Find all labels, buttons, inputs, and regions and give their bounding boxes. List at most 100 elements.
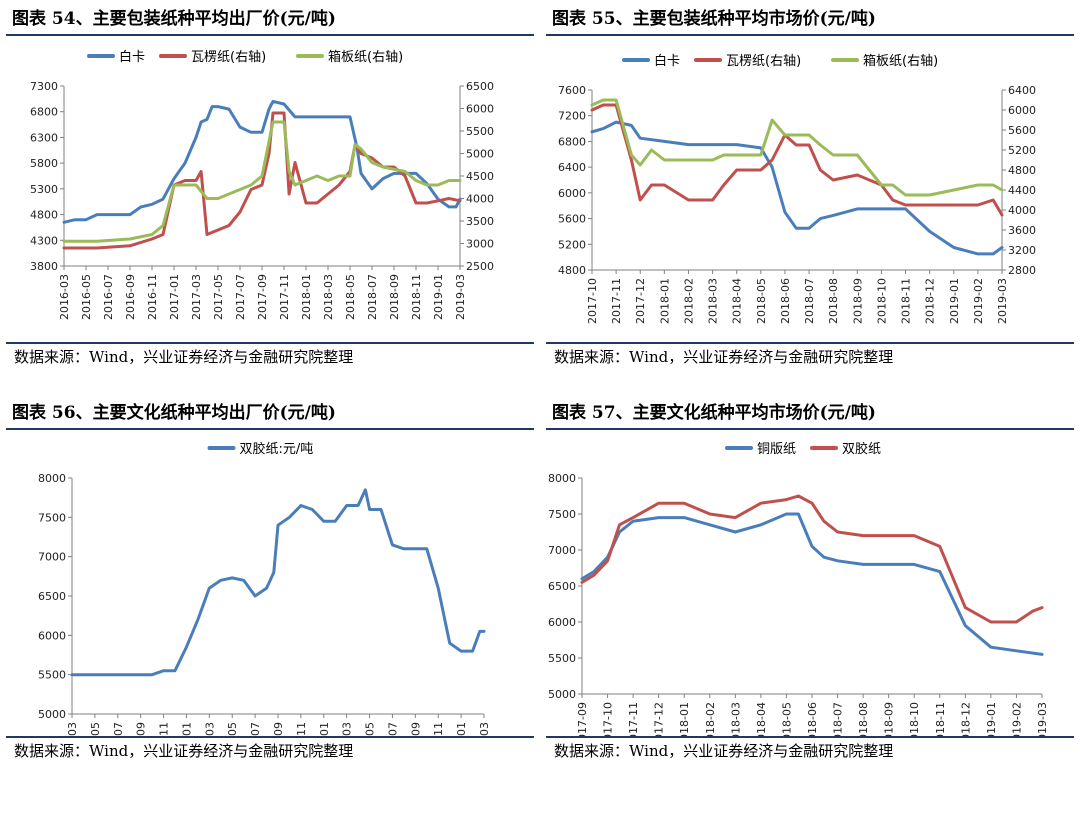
x-tick-label: 2017-01: [180, 722, 193, 736]
x-tick-label: 2017-03: [190, 274, 203, 320]
x-tick-label: 2018-11: [900, 278, 913, 324]
y-tick-label: 7000: [548, 544, 576, 557]
x-tick-label: 2018-07: [803, 278, 816, 324]
x-tick-label: 2017-03: [203, 722, 216, 736]
x-tick-label: 2016-11: [158, 722, 171, 736]
x-tick-label: 2019-01: [948, 278, 961, 324]
x-tick-label: 2018-09: [851, 278, 864, 324]
y2-tick-label: 6000: [466, 103, 494, 116]
x-tick-label: 2018-06: [779, 278, 792, 324]
x-tick-label: 2018-05: [780, 702, 793, 736]
panel-title: 图表 54、主要包装纸种平均出厂价(元/吨): [12, 9, 336, 29]
y-tick-label: 5300: [30, 183, 58, 196]
y-tick-label: 6000: [548, 616, 576, 629]
y-tick-label: 4800: [558, 264, 586, 277]
y-tick-label: 6800: [558, 135, 586, 148]
title-rule: [546, 34, 1074, 36]
x-tick-label: 2017-10: [602, 702, 615, 736]
series-line-1: [62, 99, 462, 224]
y2-tick-label: 4000: [1008, 204, 1036, 217]
y-tick-label: 8000: [38, 472, 66, 485]
x-tick-label: 2018-01: [300, 274, 313, 320]
x-tick-label: 2018-11: [432, 722, 445, 736]
x-tick-label: 2019-01: [455, 722, 468, 736]
y2-tick-label: 4400: [1008, 184, 1036, 197]
x-tick-label: 2018-10: [908, 702, 921, 736]
x-tick-label: 2018-05: [364, 722, 377, 736]
y-tick-label: 7500: [38, 511, 66, 524]
y2-tick-label: 6000: [1008, 104, 1036, 117]
x-tick-label: 2018-03: [707, 278, 720, 324]
x-tick-label: 2019-02: [1010, 702, 1023, 736]
source-rule: [546, 736, 1074, 738]
x-tick-label: 2018-09: [388, 274, 401, 320]
x-tick-label: 2018-07: [366, 274, 379, 320]
source-rule: [546, 342, 1074, 344]
x-tick-label: 2019-01: [985, 702, 998, 736]
x-tick-label: 2018-11: [934, 702, 947, 736]
chart-panel-3: 图表 56、主要文化纸种平均出厂价(元/吨) 5000 5500 6000 6500 7…: [6, 400, 534, 770]
x-tick-label: 2017-11: [610, 278, 623, 324]
source-note: 数据来源：Wind，兴业证券经济与金融研究院整理: [554, 742, 894, 760]
x-tick-label: 2017-09: [576, 702, 589, 736]
source-rule: [6, 342, 534, 344]
x-tick-label: 2018-09: [883, 702, 896, 736]
x-tick-label: 2017-01: [168, 274, 181, 320]
title-rule: [546, 428, 1074, 430]
x-tick-label: 2018-05: [344, 274, 357, 320]
x-tick-label: 2017-05: [226, 722, 239, 736]
legend-label: 白卡: [119, 49, 145, 65]
y-tick-label: 5500: [38, 669, 66, 682]
x-tick-label: 2016-11: [146, 274, 159, 320]
y-tick-label: 6800: [30, 106, 58, 119]
x-tick-label: 2018-04: [731, 278, 744, 324]
x-tick-label: 2018-07: [832, 702, 845, 736]
y2-tick-label: 3600: [1008, 224, 1036, 237]
x-tick-label: 2016-03: [66, 722, 79, 736]
y-tick-label: 5600: [558, 213, 586, 226]
series-line-2: [580, 494, 1044, 624]
x-tick-label: 2019-03: [478, 722, 491, 736]
series-line-3: [62, 120, 462, 243]
y2-tick-label: 5500: [466, 125, 494, 138]
y2-tick-label: 4000: [466, 193, 494, 206]
x-tick-label: 2019-01: [432, 274, 445, 320]
y-tick-label: 7200: [558, 110, 586, 123]
x-tick-label: 2016-09: [135, 722, 148, 736]
x-tick-label: 2018-06: [806, 702, 819, 736]
chart-panel-2: 图表 55、主要包装纸种平均市场价(元/吨) 4800 5200 5600 6000 6…: [546, 6, 1074, 376]
source-note: 数据来源：Wind，兴业证券经济与金融研究院整理: [14, 348, 354, 366]
y-tick-label: 6000: [38, 629, 66, 642]
y2-tick-label: 6400: [1008, 84, 1036, 97]
x-tick-label: 2018-04: [755, 702, 768, 736]
source-note: 数据来源：Wind，兴业证券经济与金融研究院整理: [14, 742, 354, 760]
x-tick-label: 2017-07: [249, 722, 262, 736]
x-tick-label: 2017-05: [212, 274, 225, 320]
x-tick-label: 2017-11: [627, 702, 640, 736]
x-tick-label: 2018-03: [322, 274, 335, 320]
x-tick-label: 2017-09: [256, 274, 269, 320]
line-chart: 4800 5200 5600 6000 6400 6800 7200 7600 2800 3200…: [558, 53, 1036, 324]
y-tick-label: 5000: [38, 708, 66, 721]
title-rule: [6, 428, 534, 430]
x-tick-label: 2017-11: [278, 274, 291, 320]
title-rule: [6, 34, 534, 36]
y2-tick-label: 5200: [1008, 144, 1036, 157]
y-tick-label: 6300: [30, 131, 58, 144]
y2-tick-label: 4800: [1008, 164, 1036, 177]
series-line-3: [590, 98, 1004, 197]
x-tick-label: 2017-11: [295, 722, 308, 736]
x-tick-label: 2017-12: [634, 278, 647, 324]
x-tick-label: 2018-01: [318, 722, 331, 736]
y-tick-label: 4300: [30, 234, 58, 247]
x-tick-label: 2016-05: [80, 274, 93, 320]
x-tick-label: 2016-09: [124, 274, 137, 320]
x-tick-label: 2016-05: [89, 722, 102, 736]
y2-tick-label: 4500: [466, 170, 494, 183]
y-tick-label: 7300: [30, 80, 58, 93]
chart-panel-1: 图表 54、主要包装纸种平均出厂价(元/吨) 3800 4300 4800 5300 5…: [6, 6, 534, 376]
x-tick-label: 2019-03: [1036, 702, 1049, 736]
line-chart: 3800 4300 4800 5300 5800 6300 6800 7300 2500 3000…: [30, 49, 494, 320]
y-tick-label: 4800: [30, 209, 58, 222]
panel-title: 图表 57、主要文化纸种平均市场价(元/吨): [552, 403, 876, 423]
